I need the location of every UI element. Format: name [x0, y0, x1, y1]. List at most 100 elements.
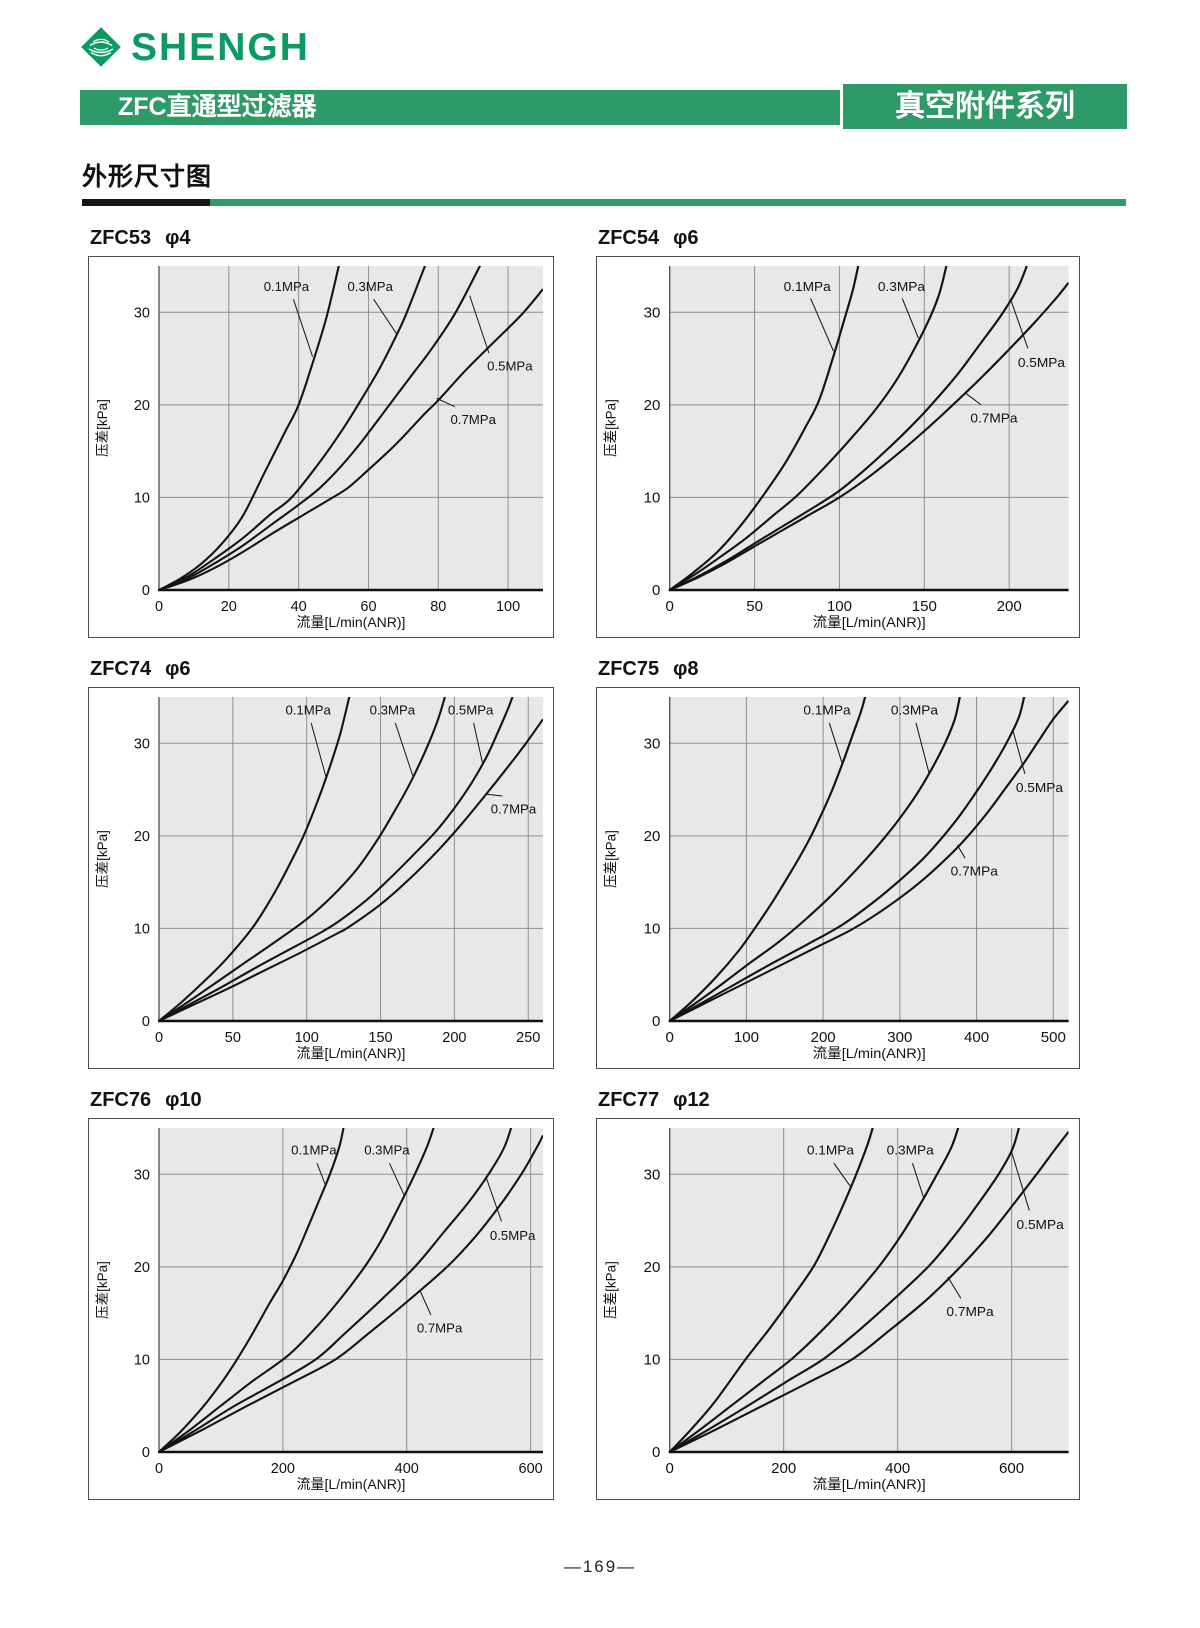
svg-text:20: 20	[221, 599, 237, 615]
label-leader-0.5MPa	[1011, 1151, 1030, 1211]
curve-0.1MPa	[669, 266, 860, 590]
svg-text:0: 0	[155, 599, 163, 615]
svg-text:80: 80	[430, 599, 446, 615]
svg-text:100: 100	[734, 1030, 759, 1046]
brand-logo-icon	[81, 27, 121, 67]
chart-card-zfc54: ZFC54 φ6 0 50 100 150 200 0 10 20 30 流量[L/min(ANR)…	[596, 226, 1080, 638]
svg-text:30: 30	[644, 1168, 661, 1184]
label-leader-0.1MPa	[810, 298, 834, 352]
curve-0.1MPa	[669, 697, 867, 1021]
curve-0.3MPa	[669, 266, 948, 590]
x-axis-title: 流量[L/min(ANR)]	[297, 1476, 406, 1492]
brand-name: SHENGH	[131, 25, 310, 69]
curve-label-0.5MPa: 0.5MPa	[448, 702, 494, 717]
underline-green-segment	[210, 199, 1126, 206]
curve-label-0.3MPa: 0.3MPa	[891, 703, 939, 718]
chart-card-zfc74: ZFC74 φ6 0 50 100 150 200 250 0 10 20 30 流量[L/min(A…	[88, 657, 554, 1069]
chart-card-zfc76: ZFC76 φ10 0 200 400 600 0 10 20 30 流量[L/min(ANR)]…	[88, 1088, 554, 1500]
curve-label-0.3MPa: 0.3MPa	[887, 1143, 935, 1158]
svg-text:20: 20	[134, 1260, 150, 1276]
chart-bore: φ12	[673, 1089, 710, 1111]
label-leader-0.3MPa	[911, 1163, 925, 1199]
curve-0.7MPa	[159, 288, 543, 590]
curves	[669, 1128, 1069, 1452]
svg-text:30: 30	[644, 306, 661, 322]
label-leader-0.3MPa	[915, 722, 930, 774]
chart-bore: φ8	[673, 658, 699, 680]
label-leader-0.3MPa	[373, 299, 397, 334]
label-leader-0.5MPa	[1012, 732, 1026, 774]
product-banner: ZFC直通型过滤器	[80, 90, 840, 125]
chart-bore: φ4	[165, 227, 191, 249]
plot-area	[669, 266, 1069, 590]
label-leader-0.1MPa	[316, 1162, 327, 1186]
label-leader-0.7MPa	[436, 397, 456, 408]
svg-text:250: 250	[516, 1030, 540, 1046]
chart-grid: ZFC53 φ4 0 20 40 60 80 100 0 10 20 30 流量[L/min(ANR)…	[88, 226, 1080, 1500]
svg-text:0: 0	[155, 1461, 163, 1477]
curve-0.5MPa	[669, 697, 1026, 1021]
plot-area	[159, 266, 543, 590]
chart-canvas-zfc74: 0 50 100 150 200 250 0 10 20 30 流量[L/min(ANR)] 压差[k…	[95, 697, 543, 1061]
curve-0.5MPa	[159, 697, 514, 1021]
svg-text:600: 600	[519, 1461, 543, 1477]
svg-text:20: 20	[644, 1260, 661, 1276]
svg-text:20: 20	[134, 398, 150, 414]
svg-text:30: 30	[134, 305, 150, 321]
label-leader-0.3MPa	[901, 298, 919, 339]
y-axis-title: 压差[kPa]	[95, 830, 110, 888]
svg-text:0: 0	[666, 1030, 674, 1046]
y-axis-title: 压差[kPa]	[603, 399, 618, 457]
curve-label-0.5MPa: 0.5MPa	[487, 358, 533, 373]
curve-0.7MPa	[669, 1131, 1069, 1452]
curve-0.1MPa	[159, 266, 340, 590]
underline-black-segment	[82, 199, 210, 206]
label-leader-0.5MPa	[469, 295, 490, 354]
plot-area	[159, 697, 543, 1021]
curve-0.3MPa	[159, 697, 446, 1021]
curve-0.3MPa	[669, 697, 961, 1021]
curve-label-0.1MPa: 0.1MPa	[803, 703, 851, 718]
svg-text:400: 400	[885, 1461, 910, 1477]
label-leader-0.1MPa	[833, 1162, 851, 1187]
curve-0.5MPa	[669, 266, 1028, 590]
tick-labels: 0 100 200 300 400 500 0 10 20 30	[644, 737, 1066, 1046]
chart-frame: 0 50 100 150 200 250 0 10 20 30 流量[L/min(ANR)] 压差[k…	[88, 687, 554, 1069]
curve-0.7MPa	[159, 1134, 543, 1452]
svg-text:0: 0	[142, 583, 150, 599]
chart-title: ZFC74 φ6	[90, 657, 554, 682]
gridlines	[159, 697, 543, 1021]
x-axis-title: 流量[L/min(ANR)]	[813, 1476, 926, 1493]
svg-text:10: 10	[134, 1352, 150, 1368]
chart-title: ZFC77 φ12	[598, 1088, 1080, 1113]
curve-0.1MPa	[159, 1128, 345, 1452]
curve-label-0.1MPa: 0.1MPa	[285, 702, 331, 717]
plot-area	[669, 697, 1069, 1021]
curve-labels: 0.1MPa 0.3MPa 0.5MPa 0.7MPa	[264, 279, 534, 427]
section-title: 外形尺寸图	[82, 163, 213, 191]
curve-0.5MPa	[669, 1128, 1020, 1452]
label-leader-0.1MPa	[292, 299, 314, 357]
svg-text:100: 100	[295, 1030, 319, 1046]
brand-logo: SHENGH	[78, 24, 310, 70]
svg-text:200: 200	[442, 1030, 466, 1046]
svg-text:30: 30	[644, 737, 661, 753]
curve-label-0.3MPa: 0.3MPa	[878, 279, 926, 294]
svg-text:50: 50	[225, 1030, 241, 1046]
curve-0.5MPa	[159, 1128, 513, 1452]
y-axis-title: 压差[kPa]	[603, 1261, 618, 1319]
curve-0.3MPa	[159, 1128, 435, 1452]
svg-text:200: 200	[271, 1461, 295, 1477]
curve-0.1MPa	[669, 1128, 874, 1452]
svg-text:0: 0	[155, 1030, 163, 1046]
curve-0.1MPa	[159, 697, 351, 1021]
svg-text:0: 0	[652, 1014, 660, 1030]
x-axis-title: 流量[L/min(ANR)]	[813, 614, 926, 631]
chart-model: ZFC74	[90, 658, 152, 680]
svg-text:400: 400	[964, 1030, 989, 1046]
curves	[159, 266, 543, 590]
chart-card-zfc77: ZFC77 φ12 0 200 400 600 0 10 20 30 流量[L/min(ANR)]…	[596, 1088, 1080, 1500]
chart-card-zfc75: ZFC75 φ8 0 100 200 300 400 500 0 10 20 30 流量[L/min(…	[596, 657, 1080, 1069]
gridlines	[669, 266, 1069, 590]
series-banner: 真空附件系列	[843, 84, 1127, 129]
